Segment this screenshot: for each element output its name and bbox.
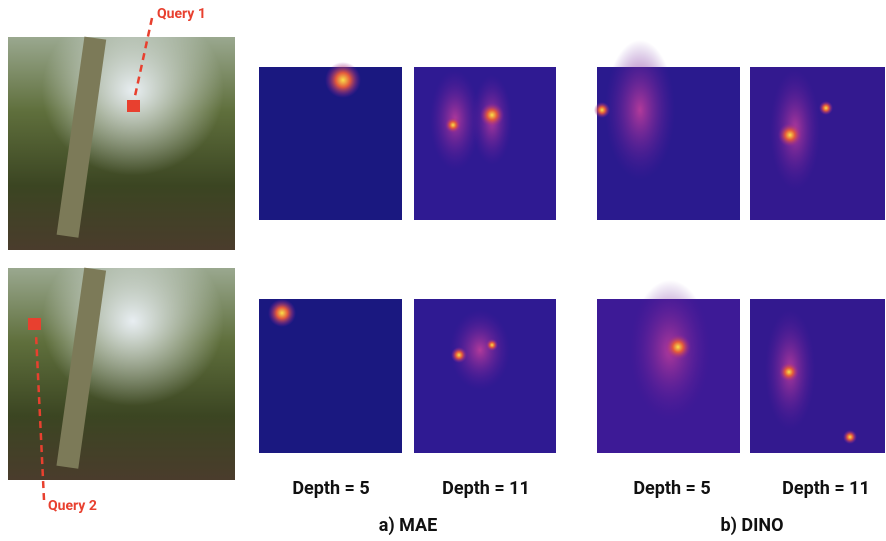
group-label: b) DINO bbox=[721, 515, 784, 536]
column-label: Depth = 5 bbox=[633, 478, 710, 499]
photo bbox=[8, 37, 235, 250]
heatmap bbox=[414, 67, 556, 220]
heatmap bbox=[750, 67, 885, 220]
page: {"queries": ["Query 1", "Query 2"], "col… bbox=[0, 0, 886, 541]
query-marker bbox=[127, 100, 140, 112]
heatmap bbox=[259, 299, 402, 453]
query-label: Query 2 bbox=[48, 498, 97, 514]
heatmap bbox=[750, 299, 885, 453]
column-label: Depth = 11 bbox=[442, 478, 530, 499]
column-label: Depth = 5 bbox=[292, 478, 369, 499]
group-label: a) MAE bbox=[379, 515, 438, 536]
heatmap bbox=[594, 40, 740, 220]
figure: Query 1 Query 2 bbox=[0, 0, 886, 537]
query-label: Query 1 bbox=[157, 6, 206, 22]
heatmap bbox=[597, 280, 740, 453]
heatmap bbox=[259, 62, 402, 220]
column-label: Depth = 11 bbox=[782, 478, 870, 499]
query-marker bbox=[28, 318, 41, 330]
heatmap bbox=[414, 299, 556, 453]
